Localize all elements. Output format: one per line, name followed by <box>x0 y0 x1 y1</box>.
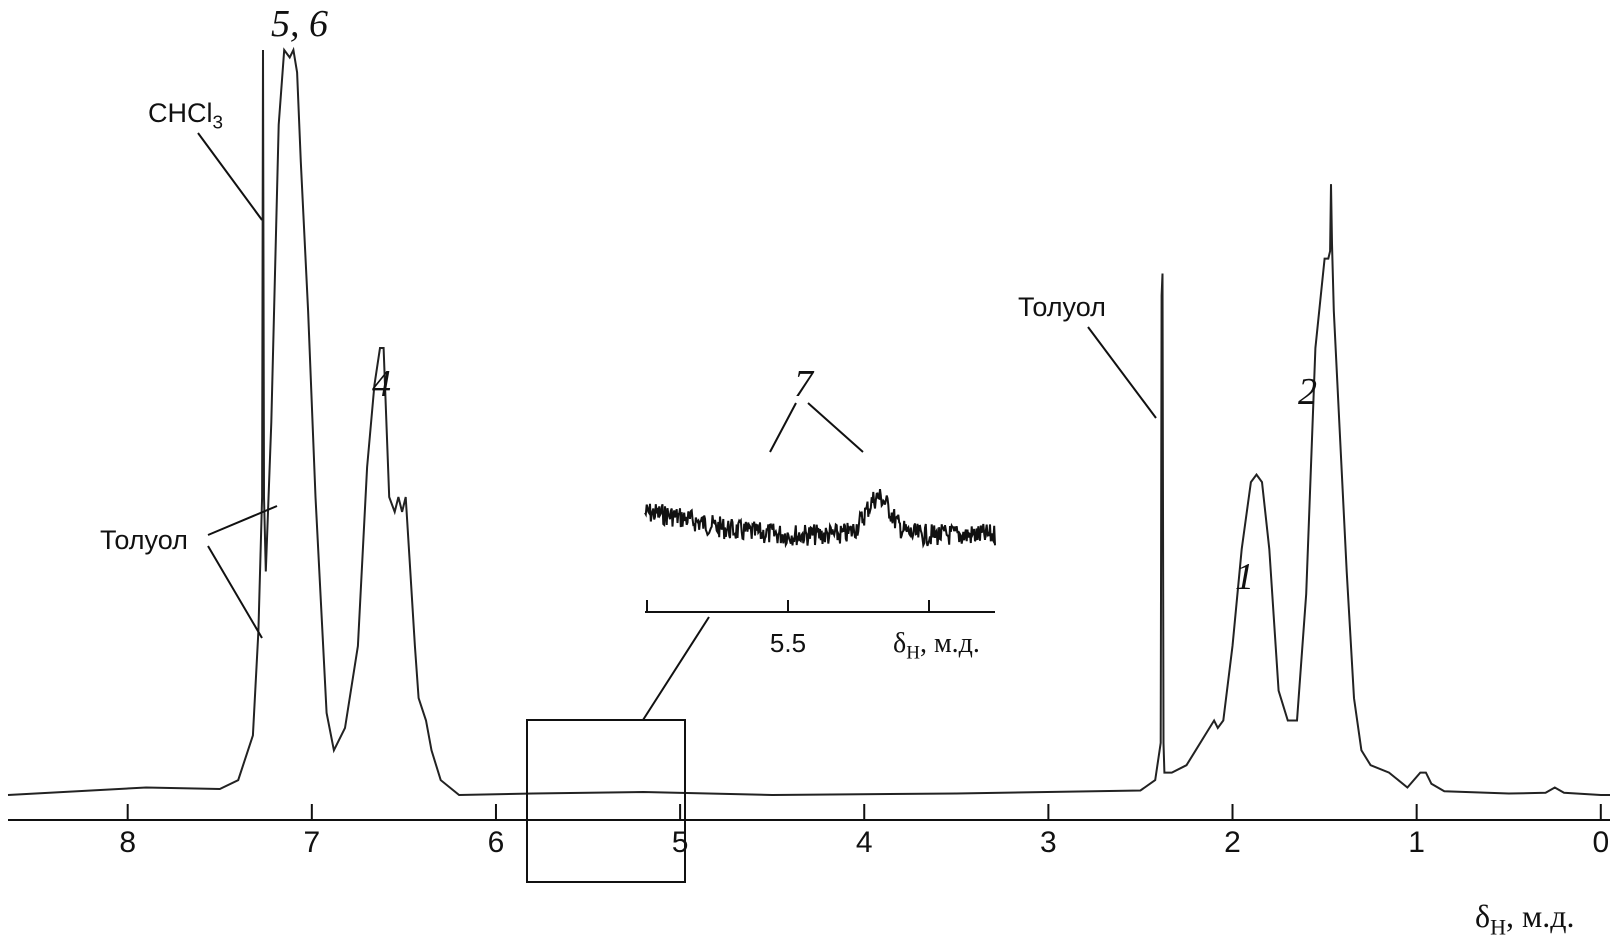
x-axis-tick-label: 1 <box>1408 826 1425 859</box>
x-axis-tick-label: 5 <box>671 826 689 859</box>
peak-label-1: 1 <box>1235 556 1254 598</box>
zoom-leader-line <box>642 616 710 721</box>
main-plot <box>7 46 1610 883</box>
leader-peak7-a <box>769 402 797 453</box>
inset-series-line <box>644 488 996 549</box>
leader-chcl3 <box>197 132 263 221</box>
label-toluene-left: Толуол <box>100 525 188 555</box>
peak-label-7: 7 <box>794 363 813 405</box>
label-chcl3-main: CHCl <box>148 98 213 128</box>
label-chcl3: CHCl3 <box>148 98 223 134</box>
x-axis-title-sub: H <box>1490 914 1506 940</box>
leader-toluene-left-b <box>207 545 263 639</box>
zoom-region-box <box>526 719 686 883</box>
label-chcl3-sub: 3 <box>212 112 224 134</box>
x-axis-title-symbol: δ <box>1475 898 1491 934</box>
series-line-spectrum <box>7 46 1610 797</box>
leader-toluene-right <box>1087 326 1157 419</box>
peak-label-5-6: 5, 6 <box>271 3 328 45</box>
x-axis-tick-label: 0 <box>1592 826 1610 859</box>
inset-x-axis-title-sub: H <box>906 642 920 664</box>
label-toluene-right: Толуол <box>1018 292 1106 322</box>
leader-toluene-left-a <box>207 505 278 536</box>
inset-x-axis-title-symbol: δ <box>893 628 907 659</box>
inset-x-axis-title: δH, м.д. <box>893 628 980 665</box>
x-axis-tick-label: 3 <box>1040 826 1057 859</box>
peak-label-4: 4 <box>372 363 391 405</box>
x-axis-tick-label: 7 <box>303 826 321 859</box>
x-axis-ticks <box>126 804 1602 820</box>
x-axis-title: δH, м.д. <box>1475 898 1575 940</box>
inset-plot <box>644 488 996 613</box>
inset-tick-label-5-5: 5.5 <box>769 628 807 658</box>
leader-peak7-b <box>807 402 864 453</box>
peak-label-2: 2 <box>1298 371 1317 413</box>
x-axis-tick-label: 4 <box>855 826 873 859</box>
x-axis-title-unit: , м.д. <box>1505 898 1575 934</box>
inset-x-axis-title-unit: , м.д. <box>919 628 980 659</box>
x-axis-tick-label: 2 <box>1224 826 1241 859</box>
x-axis-tick-label: 6 <box>487 826 505 859</box>
x-axis-tick-label: 8 <box>119 826 137 859</box>
